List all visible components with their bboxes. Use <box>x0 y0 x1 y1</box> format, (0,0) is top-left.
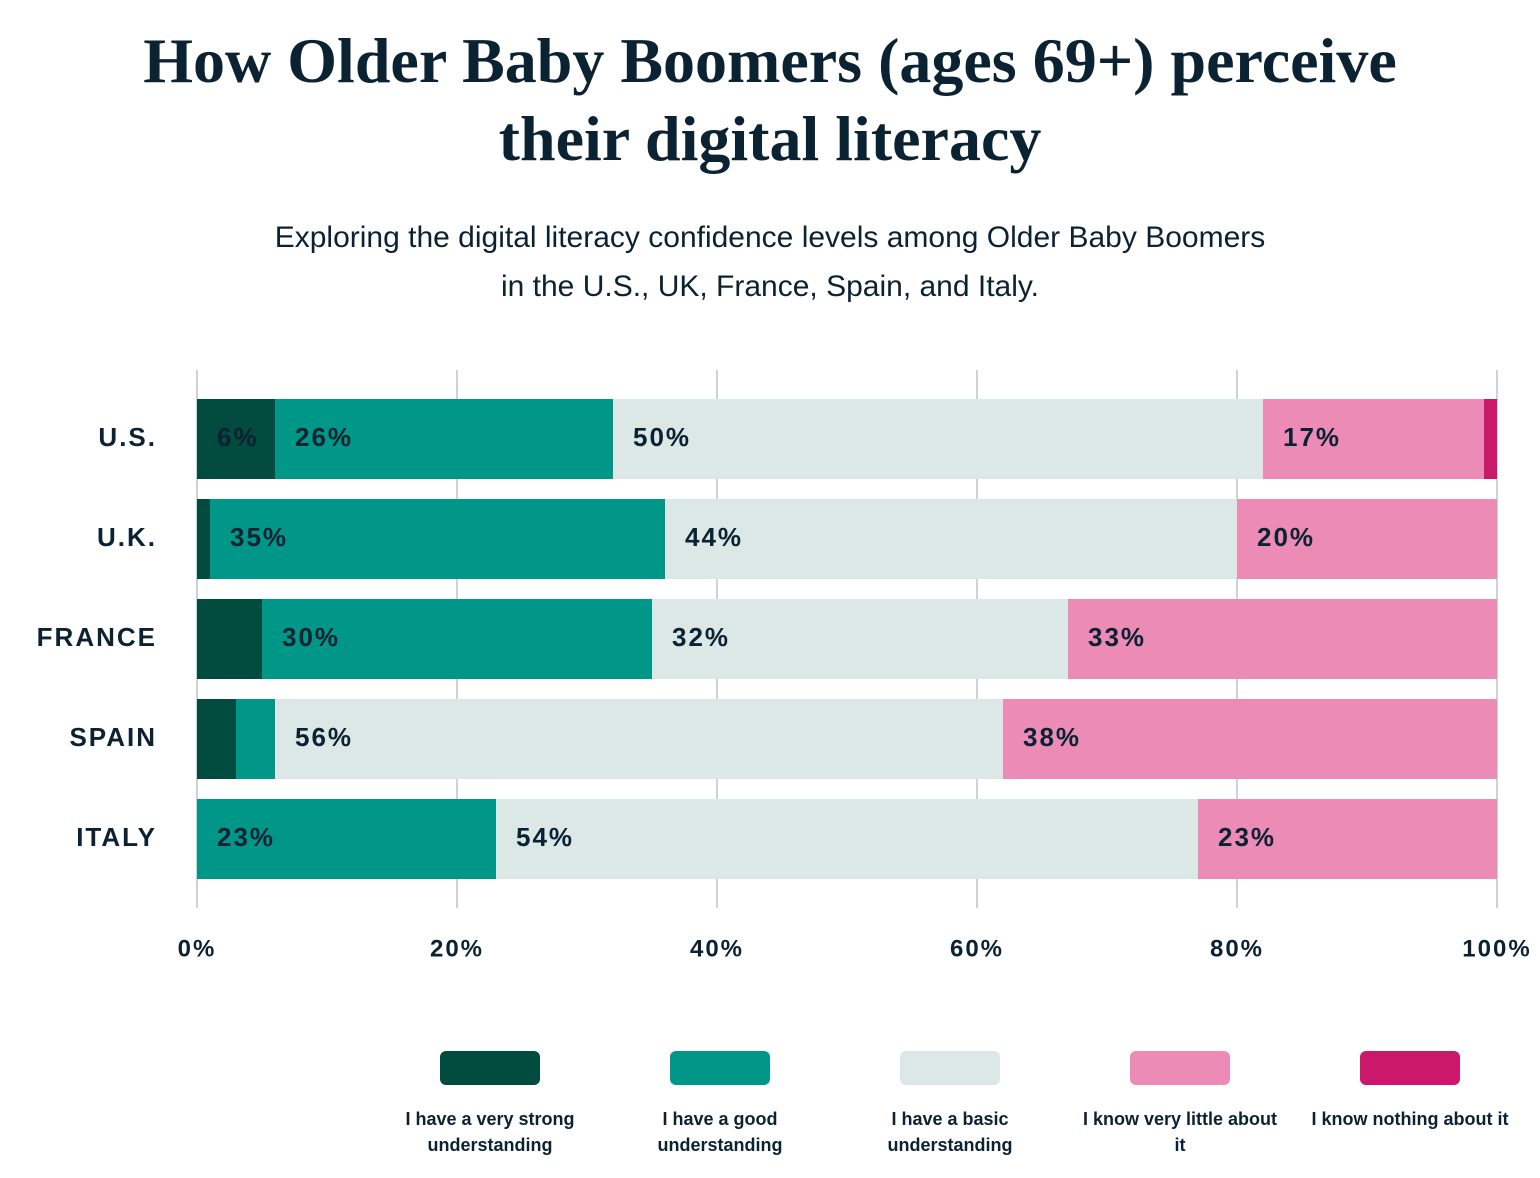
x-tick-label: 80% <box>1210 935 1264 962</box>
bar-segment <box>197 399 275 479</box>
data-label: 26% <box>295 422 353 452</box>
data-label: 6% <box>217 422 259 452</box>
y-tick-label: ITALY <box>76 822 157 852</box>
bar-segment <box>1237 499 1497 579</box>
bar-segment <box>197 499 210 579</box>
legend-swatch <box>1130 1051 1230 1085</box>
legend-swatch <box>670 1051 770 1085</box>
data-label: 20% <box>1257 522 1315 552</box>
legend-label: I have a good understanding <box>657 1109 783 1155</box>
bar-segment <box>197 599 262 679</box>
y-tick-label: FRANCE <box>37 622 157 652</box>
data-label: 38% <box>1023 722 1081 752</box>
bar-segment <box>1003 699 1497 779</box>
chart-title: How Older Baby Boomers (ages 69+) percei… <box>143 25 1397 174</box>
chart-subtitle: Exploring the digital literacy confidenc… <box>274 221 1266 303</box>
data-label: 30% <box>282 622 340 652</box>
data-label: 54% <box>516 822 574 852</box>
data-label: 35% <box>230 522 288 552</box>
legend-swatch <box>1360 1051 1460 1085</box>
data-label: 50% <box>633 422 691 452</box>
bar-segment <box>613 399 1263 479</box>
data-label: 56% <box>295 722 353 752</box>
y-tick-label: U.K. <box>97 522 157 552</box>
bar-segment <box>652 599 1068 679</box>
bar-segment <box>197 699 236 779</box>
data-label: 23% <box>1218 822 1276 852</box>
legend-label: I have a basic understanding <box>887 1109 1013 1155</box>
bar-segment <box>1068 599 1497 679</box>
bar-segment <box>236 699 275 779</box>
bar-segment <box>1198 799 1497 879</box>
bar-segment <box>1263 399 1484 479</box>
bar-segment <box>197 799 496 879</box>
data-label: 32% <box>672 622 730 652</box>
x-tick-label: 60% <box>950 935 1004 962</box>
legend-label: I know nothing about it <box>1311 1109 1509 1129</box>
bar-segment <box>275 699 1003 779</box>
bar-segment <box>210 499 665 579</box>
x-tick-label: 0% <box>178 935 217 962</box>
bar-segment <box>496 799 1198 879</box>
legend-swatch <box>900 1051 1000 1085</box>
data-label: 33% <box>1088 622 1146 652</box>
legend-label: I know very little about it <box>1082 1109 1278 1155</box>
data-label: 23% <box>217 822 275 852</box>
data-label: 44% <box>685 522 743 552</box>
x-tick-label: 20% <box>430 935 484 962</box>
y-tick-label: SPAIN <box>69 722 157 752</box>
data-label: 17% <box>1283 422 1341 452</box>
bar-segment <box>262 599 652 679</box>
x-tick-label: 40% <box>690 935 744 962</box>
bar-segment <box>665 499 1237 579</box>
bar-segment <box>1484 399 1497 479</box>
legend-swatch <box>440 1051 540 1085</box>
x-tick-label: 100% <box>1462 935 1531 962</box>
bar-segment <box>275 399 613 479</box>
y-tick-label: U.S. <box>98 422 157 452</box>
legend-label: I have a very strong understanding <box>405 1109 575 1155</box>
